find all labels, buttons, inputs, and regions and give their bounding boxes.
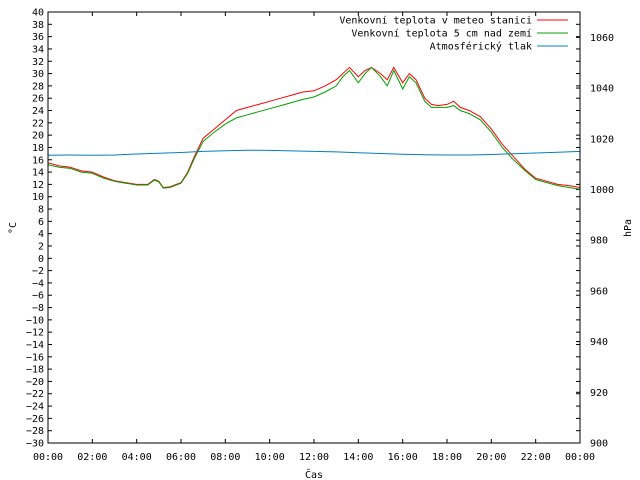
y2-tick-label: 1000 — [590, 185, 614, 196]
x-tick-label: 10:00 — [255, 452, 285, 463]
series-layer — [47, 66, 581, 190]
x-tick-label: 06:00 — [166, 452, 196, 463]
y-tick-label: 4 — [38, 229, 44, 240]
x-tick-label: 02:00 — [77, 452, 107, 463]
y2-axis-ticks: 1060 1040 1020 1000 980 960 940 920 900 — [576, 33, 614, 450]
series-line-1 — [47, 66, 581, 190]
x-tick-label: 18:00 — [432, 452, 462, 463]
y-tick-label: 8 — [38, 205, 44, 216]
y-tick-label: 28 — [32, 81, 44, 92]
legend: Venkovní teplota v meteo staniciVenkovní… — [339, 15, 568, 53]
x-tick-label: 16:00 — [388, 452, 418, 463]
y-tick-label: 30 — [32, 69, 44, 80]
y-tick-label: 16 — [32, 155, 44, 166]
y2-tick-label: 1040 — [590, 84, 614, 95]
legend-label: Venkovní teplota v meteo stanici — [339, 15, 532, 27]
y-tick-label: −6 — [32, 291, 44, 302]
y-tick-label: 40 — [32, 8, 44, 19]
x-axis-title: Čas — [305, 468, 323, 480]
y-tick-label: −20 — [26, 377, 44, 388]
y2-tick-label: 1060 — [590, 33, 614, 44]
y-tick-label: −12 — [26, 328, 44, 339]
y2-tick-label: 940 — [590, 337, 608, 348]
y-tick-label: −2 — [32, 266, 44, 277]
y-tick-label: −28 — [26, 426, 44, 437]
y-tick-label: −26 — [26, 414, 44, 425]
y2-tick-label: 920 — [590, 388, 608, 399]
legend-label: Atmosférický tlak — [430, 41, 532, 53]
y-tick-label: 6 — [38, 217, 44, 228]
y-tick-label: −10 — [26, 315, 44, 326]
x-tick-label: 12:00 — [299, 452, 329, 463]
y-tick-label: −22 — [26, 389, 44, 400]
y-tick-label: 26 — [32, 94, 44, 105]
y-tick-label: 0 — [38, 254, 44, 265]
x-tick-label: 00:00 — [33, 452, 63, 463]
y-tick-label: −30 — [26, 439, 44, 450]
y-tick-label: 14 — [32, 168, 44, 179]
x-tick-label: 22:00 — [521, 452, 551, 463]
x-axis-ticks: 00:00 02:00 04:00 06:00 08:00 10:00 12:00 14:00… — [33, 12, 595, 463]
y-tick-label: 12 — [32, 180, 44, 191]
x-tick-label: 04:00 — [122, 452, 152, 463]
y-tick-label: 38 — [32, 20, 44, 31]
y2-tick-label: 900 — [590, 439, 608, 450]
y-axis-ticks: 4038363432302826242220181614121086420−2−… — [26, 8, 580, 450]
y-tick-label: −8 — [32, 303, 44, 314]
y-tick-label: 32 — [32, 57, 44, 68]
legend-label: Venkovní teplota 5 cm nad zemí — [351, 28, 532, 40]
y-tick-label: 10 — [32, 192, 44, 203]
y2-tick-label: 1020 — [590, 134, 614, 145]
y-axis-title: °C — [8, 222, 19, 234]
y-tick-label: −4 — [32, 278, 44, 289]
y-tick-label: 24 — [32, 106, 44, 117]
y-tick-label: −24 — [26, 402, 44, 413]
y2-axis-title: hPa — [623, 219, 634, 237]
y-tick-label: 2 — [38, 241, 44, 252]
y-tick-label: 18 — [32, 143, 44, 154]
y2-tick-label: 980 — [590, 236, 608, 247]
y-tick-label: 22 — [32, 118, 44, 129]
y-tick-label: −18 — [26, 365, 44, 376]
y-tick-label: −16 — [26, 352, 44, 363]
x-tick-label: 14:00 — [343, 452, 373, 463]
x-tick-label: 00:00 — [565, 452, 595, 463]
plot-area-border — [47, 11, 581, 444]
x-tick-label: 20:00 — [476, 452, 506, 463]
y-tick-label: −14 — [26, 340, 44, 351]
y-tick-label: 20 — [32, 131, 44, 142]
x-tick-label: 08:00 — [210, 452, 240, 463]
y-tick-label: 34 — [32, 44, 44, 55]
y2-tick-label: 960 — [590, 286, 608, 297]
y-tick-label: 36 — [32, 32, 44, 43]
series-line-2 — [47, 149, 581, 156]
